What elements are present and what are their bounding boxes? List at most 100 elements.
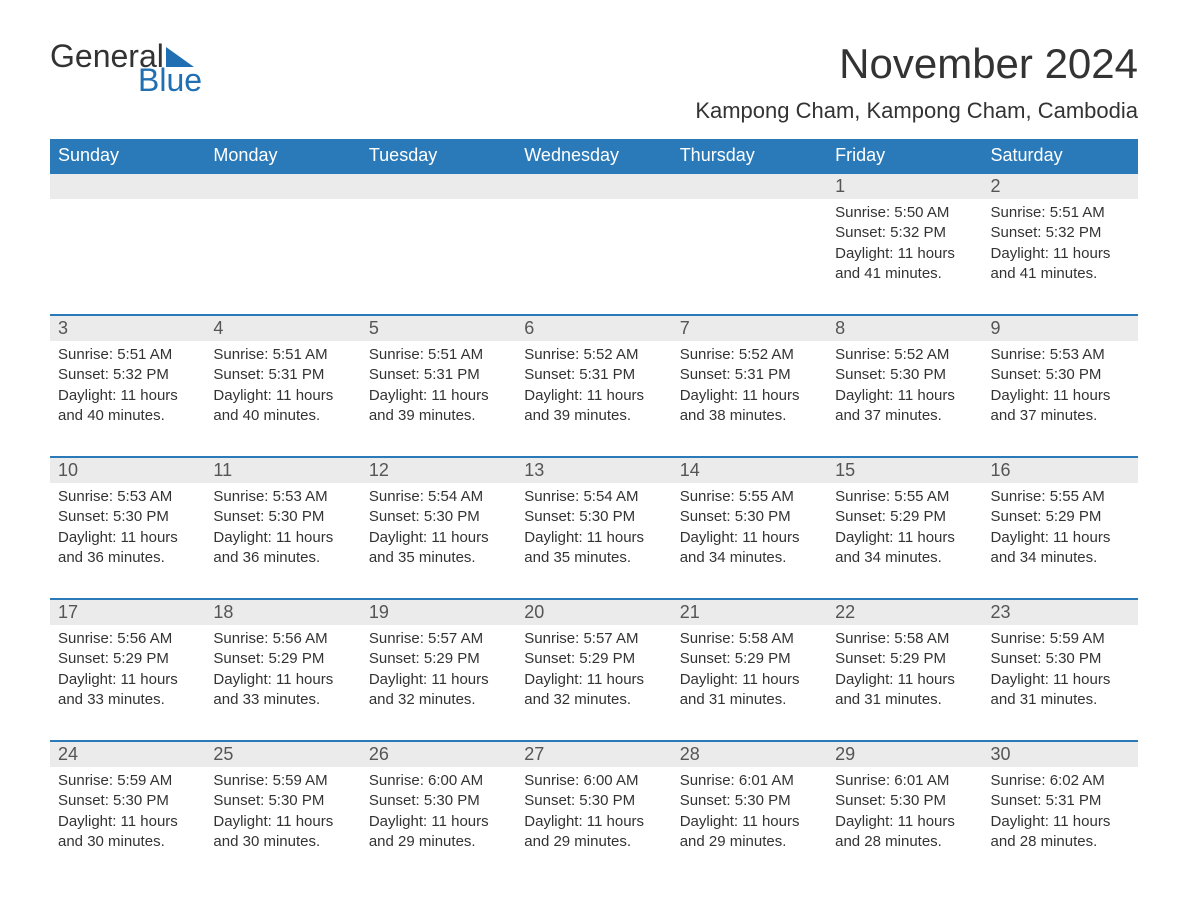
day-details: Sunrise: 5:52 AMSunset: 5:30 PMDaylight:… [835,341,974,426]
day-cell: Sunrise: 5:52 AMSunset: 5:30 PMDaylight:… [827,341,982,457]
day-number: 14 [672,457,827,483]
day-header-thursday: Thursday [672,139,827,173]
day-cell: Sunrise: 5:51 AMSunset: 5:32 PMDaylight:… [50,341,205,457]
week-details-row: Sunrise: 5:53 AMSunset: 5:30 PMDaylight:… [50,483,1138,599]
day-number: 22 [827,599,982,625]
day-cell: Sunrise: 5:59 AMSunset: 5:30 PMDaylight:… [205,767,360,882]
day-cell: Sunrise: 5:58 AMSunset: 5:29 PMDaylight:… [827,625,982,741]
week-details-row: Sunrise: 5:56 AMSunset: 5:29 PMDaylight:… [50,625,1138,741]
day-cell: Sunrise: 6:00 AMSunset: 5:30 PMDaylight:… [516,767,671,882]
day-details: Sunrise: 5:59 AMSunset: 5:30 PMDaylight:… [213,767,352,852]
day-number: 5 [361,315,516,341]
header: General Blue November 2024 Kampong Cham,… [50,40,1138,124]
week-number-row: 24252627282930 [50,741,1138,767]
day-details: Sunrise: 5:59 AMSunset: 5:30 PMDaylight:… [58,767,197,852]
day-cell: Sunrise: 6:00 AMSunset: 5:30 PMDaylight:… [361,767,516,882]
day-number: 26 [361,741,516,767]
day-header-saturday: Saturday [983,139,1138,173]
day-details: Sunrise: 5:57 AMSunset: 5:29 PMDaylight:… [524,625,663,710]
week-number-row: 3456789 [50,315,1138,341]
day-details: Sunrise: 5:56 AMSunset: 5:29 PMDaylight:… [58,625,197,710]
empty-day-number [50,173,205,199]
day-number: 4 [205,315,360,341]
day-number: 10 [50,457,205,483]
day-details: Sunrise: 5:52 AMSunset: 5:31 PMDaylight:… [524,341,663,426]
day-number: 25 [205,741,360,767]
day-details: Sunrise: 5:50 AMSunset: 5:32 PMDaylight:… [835,199,974,284]
week-number-row: 10111213141516 [50,457,1138,483]
day-cell: Sunrise: 5:56 AMSunset: 5:29 PMDaylight:… [205,625,360,741]
day-number: 2 [983,173,1138,199]
empty-day-number [205,173,360,199]
day-details: Sunrise: 6:00 AMSunset: 5:30 PMDaylight:… [369,767,508,852]
empty-day-cell [50,199,205,315]
day-details: Sunrise: 5:51 AMSunset: 5:32 PMDaylight:… [58,341,197,426]
day-details: Sunrise: 5:56 AMSunset: 5:29 PMDaylight:… [213,625,352,710]
day-details: Sunrise: 5:58 AMSunset: 5:29 PMDaylight:… [835,625,974,710]
day-cell: Sunrise: 5:52 AMSunset: 5:31 PMDaylight:… [516,341,671,457]
day-details: Sunrise: 5:53 AMSunset: 5:30 PMDaylight:… [991,341,1130,426]
day-number: 11 [205,457,360,483]
day-number: 19 [361,599,516,625]
day-details: Sunrise: 5:54 AMSunset: 5:30 PMDaylight:… [369,483,508,568]
day-cell: Sunrise: 5:59 AMSunset: 5:30 PMDaylight:… [983,625,1138,741]
day-details: Sunrise: 6:02 AMSunset: 5:31 PMDaylight:… [991,767,1130,852]
day-details: Sunrise: 5:57 AMSunset: 5:29 PMDaylight:… [369,625,508,710]
day-number: 8 [827,315,982,341]
day-details: Sunrise: 6:01 AMSunset: 5:30 PMDaylight:… [680,767,819,852]
day-details: Sunrise: 5:54 AMSunset: 5:30 PMDaylight:… [524,483,663,568]
day-number: 13 [516,457,671,483]
day-header-sunday: Sunday [50,139,205,173]
calendar-table: SundayMondayTuesdayWednesdayThursdayFrid… [50,139,1138,882]
day-number: 30 [983,741,1138,767]
day-details: Sunrise: 5:53 AMSunset: 5:30 PMDaylight:… [58,483,197,568]
empty-day-cell [516,199,671,315]
week-details-row: Sunrise: 5:50 AMSunset: 5:32 PMDaylight:… [50,199,1138,315]
day-cell: Sunrise: 5:56 AMSunset: 5:29 PMDaylight:… [50,625,205,741]
week-number-row: 12 [50,173,1138,199]
month-title: November 2024 [695,40,1138,88]
day-cell: Sunrise: 6:02 AMSunset: 5:31 PMDaylight:… [983,767,1138,882]
week-details-row: Sunrise: 5:51 AMSunset: 5:32 PMDaylight:… [50,341,1138,457]
day-cell: Sunrise: 5:54 AMSunset: 5:30 PMDaylight:… [361,483,516,599]
day-number: 1 [827,173,982,199]
week-number-row: 17181920212223 [50,599,1138,625]
title-block: November 2024 Kampong Cham, Kampong Cham… [695,40,1138,124]
day-number: 23 [983,599,1138,625]
logo-text-blue: Blue [138,64,202,96]
day-number: 3 [50,315,205,341]
day-number: 17 [50,599,205,625]
calendar-header-row: SundayMondayTuesdayWednesdayThursdayFrid… [50,139,1138,173]
day-details: Sunrise: 5:58 AMSunset: 5:29 PMDaylight:… [680,625,819,710]
day-cell: Sunrise: 5:53 AMSunset: 5:30 PMDaylight:… [983,341,1138,457]
day-number: 6 [516,315,671,341]
day-cell: Sunrise: 5:55 AMSunset: 5:29 PMDaylight:… [827,483,982,599]
day-number: 24 [50,741,205,767]
day-details: Sunrise: 5:55 AMSunset: 5:29 PMDaylight:… [835,483,974,568]
day-details: Sunrise: 5:51 AMSunset: 5:31 PMDaylight:… [213,341,352,426]
day-number: 7 [672,315,827,341]
day-number: 16 [983,457,1138,483]
day-cell: Sunrise: 5:58 AMSunset: 5:29 PMDaylight:… [672,625,827,741]
day-details: Sunrise: 5:52 AMSunset: 5:31 PMDaylight:… [680,341,819,426]
empty-day-number [516,173,671,199]
week-details-row: Sunrise: 5:59 AMSunset: 5:30 PMDaylight:… [50,767,1138,882]
location-text: Kampong Cham, Kampong Cham, Cambodia [695,98,1138,124]
empty-day-number [672,173,827,199]
day-cell: Sunrise: 5:57 AMSunset: 5:29 PMDaylight:… [516,625,671,741]
day-cell: Sunrise: 5:59 AMSunset: 5:30 PMDaylight:… [50,767,205,882]
day-cell: Sunrise: 5:53 AMSunset: 5:30 PMDaylight:… [205,483,360,599]
logo: General Blue [50,40,202,96]
day-number: 27 [516,741,671,767]
day-details: Sunrise: 6:00 AMSunset: 5:30 PMDaylight:… [524,767,663,852]
day-number: 9 [983,315,1138,341]
day-details: Sunrise: 5:59 AMSunset: 5:30 PMDaylight:… [991,625,1130,710]
day-cell: Sunrise: 5:51 AMSunset: 5:31 PMDaylight:… [205,341,360,457]
day-header-wednesday: Wednesday [516,139,671,173]
empty-day-cell [672,199,827,315]
empty-day-cell [361,199,516,315]
day-cell: Sunrise: 5:55 AMSunset: 5:30 PMDaylight:… [672,483,827,599]
day-number: 21 [672,599,827,625]
day-number: 29 [827,741,982,767]
day-details: Sunrise: 6:01 AMSunset: 5:30 PMDaylight:… [835,767,974,852]
